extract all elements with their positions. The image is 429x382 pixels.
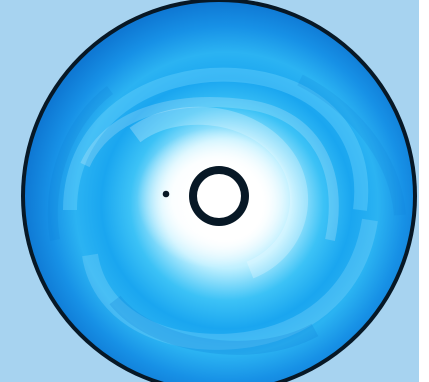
dark-spot bbox=[162, 190, 170, 198]
spiral-streaks bbox=[47, 67, 406, 355]
right-edge-strip bbox=[419, 0, 429, 382]
center-hole bbox=[197, 174, 241, 218]
